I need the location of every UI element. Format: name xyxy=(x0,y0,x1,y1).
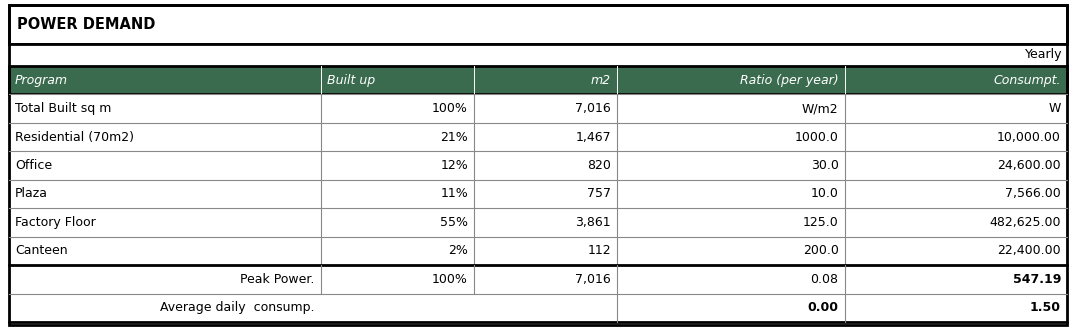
Text: Plaza: Plaza xyxy=(15,187,48,200)
Text: 7,566.00: 7,566.00 xyxy=(1005,187,1061,200)
Bar xyxy=(9,44,1067,66)
Text: POWER DEMAND: POWER DEMAND xyxy=(17,17,156,32)
Text: Ratio (per year): Ratio (per year) xyxy=(740,74,838,87)
Bar xyxy=(9,237,1067,265)
Text: Canteen: Canteen xyxy=(15,245,68,257)
Text: Average daily  consump.: Average daily consump. xyxy=(160,301,314,314)
Text: 547.19: 547.19 xyxy=(1013,273,1061,286)
Text: Residential (70m2): Residential (70m2) xyxy=(15,131,134,144)
Text: Yearly: Yearly xyxy=(1024,48,1062,61)
Text: 100%: 100% xyxy=(433,102,468,115)
Text: Built up: Built up xyxy=(327,74,376,87)
Text: 820: 820 xyxy=(587,159,611,172)
Text: 21%: 21% xyxy=(440,131,468,144)
Text: 0.00: 0.00 xyxy=(808,301,838,314)
Text: 55%: 55% xyxy=(440,216,468,229)
Text: W: W xyxy=(1048,102,1061,115)
Text: 2%: 2% xyxy=(448,245,468,257)
Text: Total Built sq m: Total Built sq m xyxy=(15,102,112,115)
Text: Office: Office xyxy=(15,159,53,172)
Text: 125.0: 125.0 xyxy=(803,216,838,229)
Text: 1,467: 1,467 xyxy=(576,131,611,144)
Text: 3,861: 3,861 xyxy=(576,216,611,229)
Text: 1.50: 1.50 xyxy=(1030,301,1061,314)
Text: 7,016: 7,016 xyxy=(576,102,611,115)
Bar xyxy=(9,265,1067,294)
Text: 11%: 11% xyxy=(440,187,468,200)
Text: 10.0: 10.0 xyxy=(810,187,838,200)
Text: 22,400.00: 22,400.00 xyxy=(997,245,1061,257)
Text: Program: Program xyxy=(15,74,68,87)
Bar xyxy=(9,94,1067,123)
Bar xyxy=(9,180,1067,208)
Bar xyxy=(9,5,1067,44)
Bar xyxy=(9,66,1067,94)
Text: 482,625.00: 482,625.00 xyxy=(990,216,1061,229)
Text: 200.0: 200.0 xyxy=(803,245,838,257)
Text: 112: 112 xyxy=(587,245,611,257)
Text: Peak Power.: Peak Power. xyxy=(240,273,314,286)
Text: Consumpt.: Consumpt. xyxy=(993,74,1061,87)
Text: 100%: 100% xyxy=(433,273,468,286)
Text: W/m2: W/m2 xyxy=(802,102,838,115)
Text: 7,016: 7,016 xyxy=(576,273,611,286)
Text: m2: m2 xyxy=(591,74,611,87)
Bar xyxy=(9,151,1067,180)
Text: 0.08: 0.08 xyxy=(810,273,838,286)
Bar xyxy=(9,208,1067,237)
Text: 1000.0: 1000.0 xyxy=(795,131,838,144)
Text: 30.0: 30.0 xyxy=(810,159,838,172)
Text: 24,600.00: 24,600.00 xyxy=(997,159,1061,172)
Text: Factory Floor: Factory Floor xyxy=(15,216,96,229)
Text: 12%: 12% xyxy=(440,159,468,172)
Bar xyxy=(9,123,1067,151)
Text: 10,000.00: 10,000.00 xyxy=(997,131,1061,144)
Bar xyxy=(9,294,1067,322)
Text: 757: 757 xyxy=(586,187,611,200)
